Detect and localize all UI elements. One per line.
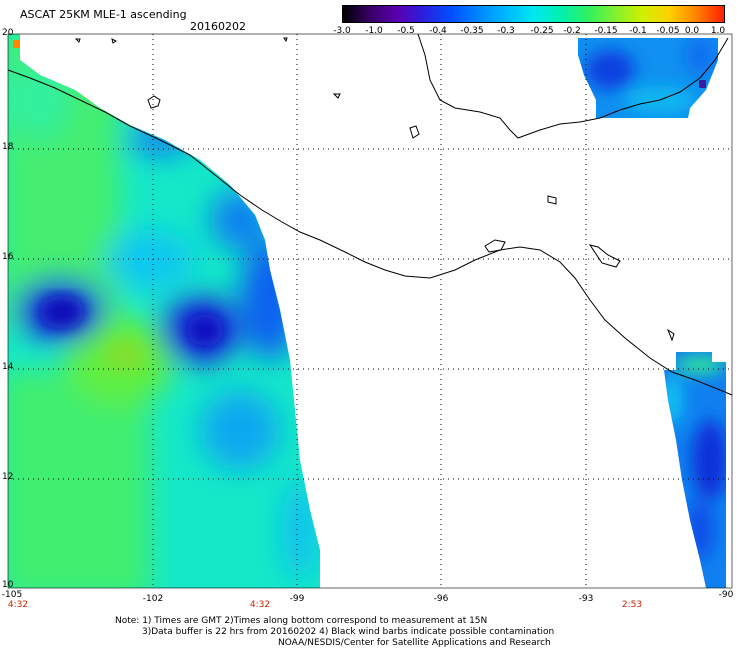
colorbar-label: -0.35 — [460, 26, 484, 36]
footnote-line-1: Note: 1) Times are GMT 2)Times along bot… — [115, 616, 488, 626]
swath-bottom-right — [664, 352, 726, 588]
lat-label: 12 — [2, 472, 14, 482]
coastline — [7, 69, 733, 396]
colorbar-label: 0.0 — [684, 26, 700, 36]
time-label: 4:32 — [7, 600, 29, 610]
lon-label: -102 — [142, 594, 164, 604]
swath-top-right — [578, 38, 718, 118]
small-features — [74, 37, 675, 342]
lon-label: -90 — [718, 590, 734, 600]
colorbar-label: 1.0 — [710, 26, 726, 36]
lat-label: 14 — [2, 362, 14, 372]
lon-label: -96 — [433, 594, 449, 604]
lat-label: 10 — [2, 580, 14, 590]
lat-label: 18 — [2, 142, 14, 152]
colorbar-label: -0.05 — [656, 26, 680, 36]
colorbar-label: -0.3 — [497, 26, 515, 36]
colorbar — [342, 5, 725, 23]
colorbar-label: -0.5 — [397, 26, 415, 36]
lon-label: -99 — [289, 594, 305, 604]
map-title: ASCAT 25KM MLE-1 ascending — [20, 8, 187, 21]
colorbar-labels: -3.0 -1.0 -0.5 -0.4 -0.35 -0.3 -0.25 -0.… — [330, 26, 734, 40]
footnote-line-2: 3)Data buffer is 22 hrs from 20160202 4)… — [142, 627, 555, 637]
colorbar-label: -0.15 — [594, 26, 618, 36]
time-label: 4:32 — [249, 600, 271, 610]
grid-lines — [8, 34, 732, 588]
footnote-line-3: NOAA/NESDIS/Center for Satellite Applica… — [278, 638, 551, 648]
lat-label: 16 — [2, 252, 14, 262]
colorbar-label: -0.25 — [530, 26, 554, 36]
colorbar-label: -0.1 — [629, 26, 647, 36]
colorbar-gradient — [343, 6, 724, 22]
lon-label: -105 — [1, 590, 23, 600]
swath-left — [8, 34, 320, 588]
colorbar-label: -3.0 — [333, 26, 351, 36]
colorbar-label: -0.4 — [429, 26, 447, 36]
map-date: 20160202 — [190, 20, 246, 33]
lat-label: 20 — [2, 28, 14, 38]
lon-label: -93 — [578, 594, 594, 604]
colorbar-label: -1.0 — [365, 26, 383, 36]
time-label: 2:53 — [621, 600, 643, 610]
coastline-gulf — [417, 33, 729, 139]
colorbar-label: -0.2 — [563, 26, 581, 36]
